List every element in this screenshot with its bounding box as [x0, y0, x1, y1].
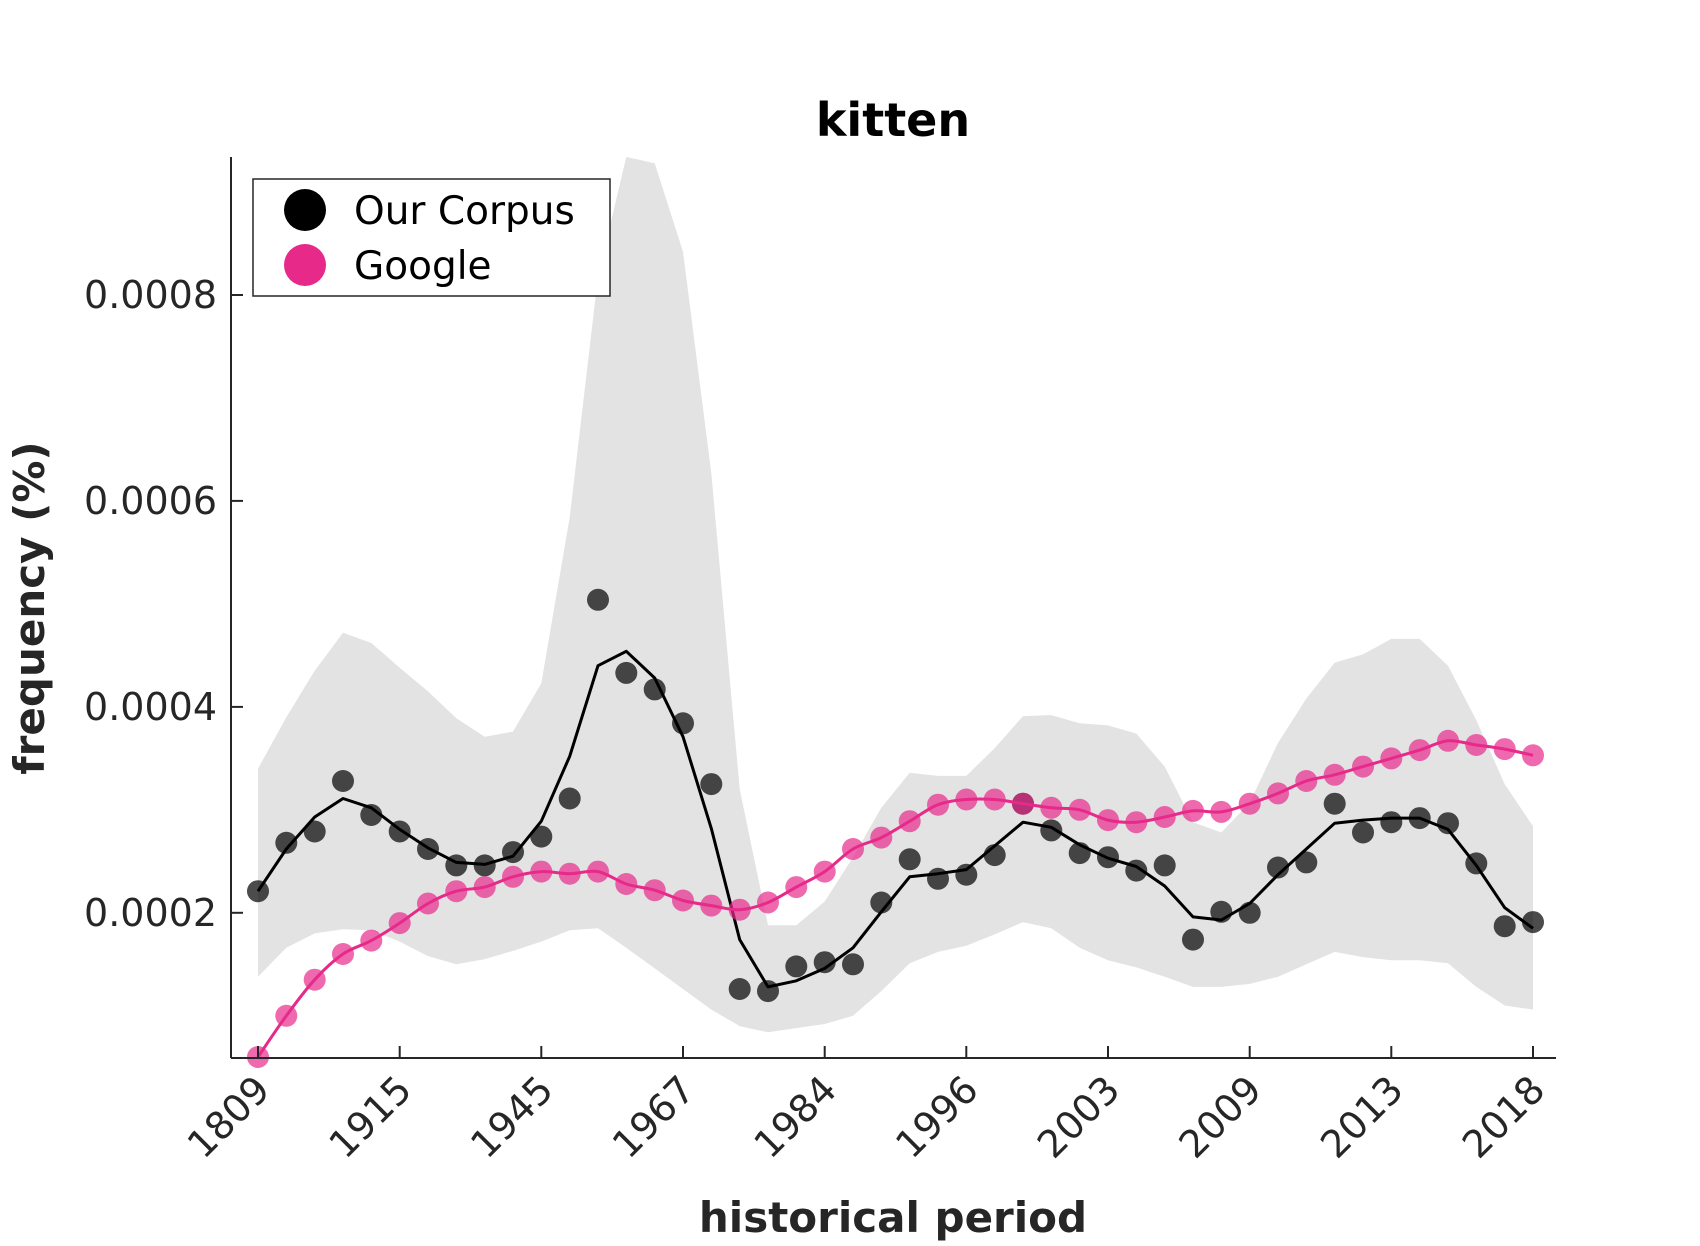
google-point [1493, 738, 1516, 761]
google-point [898, 810, 921, 833]
google-point [1238, 792, 1261, 815]
legend-marker-our-corpus [284, 189, 326, 231]
our-corpus-point [955, 863, 978, 886]
legend-label-our-corpus: Our Corpus [354, 189, 575, 234]
google-point [672, 889, 694, 912]
our-corpus-point [728, 978, 751, 1000]
google-point [927, 793, 949, 816]
legend: Our Corpus Google [252, 178, 611, 297]
google-point [587, 860, 609, 883]
google-point [332, 943, 354, 965]
our-corpus-point [842, 953, 864, 976]
google-point [728, 898, 751, 921]
google-point [360, 929, 383, 952]
google-point [870, 826, 893, 849]
google-point [1068, 798, 1091, 821]
our-corpus-point [1182, 928, 1204, 951]
y-axis-ticks: 0.0002 0.0004 0.0006 0.0008 [84, 273, 243, 935]
our-corpus-point [275, 831, 298, 854]
google-point [813, 860, 836, 883]
our-corpus-point [672, 712, 694, 735]
our-corpus-point [530, 825, 553, 848]
google-point [1323, 763, 1346, 786]
google-point [1352, 755, 1374, 778]
our-corpus-point [303, 820, 326, 843]
legend-label-google: Google [354, 244, 492, 289]
google-point [1295, 770, 1318, 792]
confidence-band [258, 157, 1533, 1033]
our-corpus-point [1323, 792, 1346, 815]
y-tick-label: 0.0006 [84, 479, 217, 523]
google-point [1012, 792, 1034, 815]
google-point [1153, 806, 1176, 828]
google-point [700, 894, 723, 917]
our-corpus-point [332, 770, 354, 792]
google-trend-line [256, 739, 1534, 1058]
google-point [388, 912, 411, 935]
our-corpus-point [757, 980, 779, 1003]
y-tick-label: 0.0002 [84, 891, 217, 935]
our-corpus-point [1522, 911, 1544, 934]
our-corpus-point [785, 955, 808, 978]
our-corpus-point [1267, 856, 1289, 879]
google-point [530, 860, 553, 883]
google-point [558, 862, 581, 885]
our-corpus-point [587, 588, 609, 611]
our-corpus-point [870, 891, 893, 914]
google-point [1437, 729, 1459, 752]
google-point [955, 788, 978, 811]
google-point [615, 873, 638, 895]
google-point [1210, 800, 1233, 823]
google-point [417, 892, 439, 915]
our-corpus-point [1153, 854, 1176, 877]
google-point [1465, 734, 1488, 756]
y-axis-label: frequency (%) [5, 441, 54, 774]
google-point [1125, 811, 1148, 834]
legend-marker-google [284, 244, 326, 286]
our-corpus-point [813, 951, 836, 974]
google-point [303, 968, 326, 991]
google-point [275, 1004, 298, 1027]
x-axis-label: historical period [699, 1193, 1087, 1242]
our-corpus-point [700, 773, 723, 796]
chart-title: kitten [816, 93, 970, 147]
google-point [983, 788, 1006, 811]
our-corpus-point [615, 661, 638, 684]
google-point [785, 876, 808, 899]
our-corpus-point [1352, 821, 1374, 844]
our-corpus-point [643, 678, 666, 701]
our-corpus-point [898, 848, 921, 871]
our-corpus-trend-line [256, 649, 1534, 989]
our-corpus-point [1380, 811, 1403, 834]
our-corpus-point [558, 787, 581, 810]
google-point [1380, 747, 1403, 770]
google-point [445, 880, 468, 903]
google-point [1182, 799, 1204, 822]
google-point [1408, 739, 1431, 762]
google-point [757, 891, 779, 914]
google-point [1040, 796, 1063, 819]
google-point [1097, 809, 1119, 832]
y-tick-label: 0.0004 [84, 685, 217, 729]
our-corpus-point [1493, 915, 1516, 938]
our-corpus-point [360, 804, 383, 826]
y-tick-label: 0.0008 [84, 273, 217, 317]
plot-area [247, 157, 1544, 1068]
google-point [842, 838, 864, 860]
google-point [1522, 744, 1544, 767]
our-corpus-point [1295, 851, 1318, 874]
google-point [643, 879, 666, 902]
google-point [473, 876, 496, 899]
google-point [502, 865, 524, 888]
google-point [1267, 782, 1289, 805]
